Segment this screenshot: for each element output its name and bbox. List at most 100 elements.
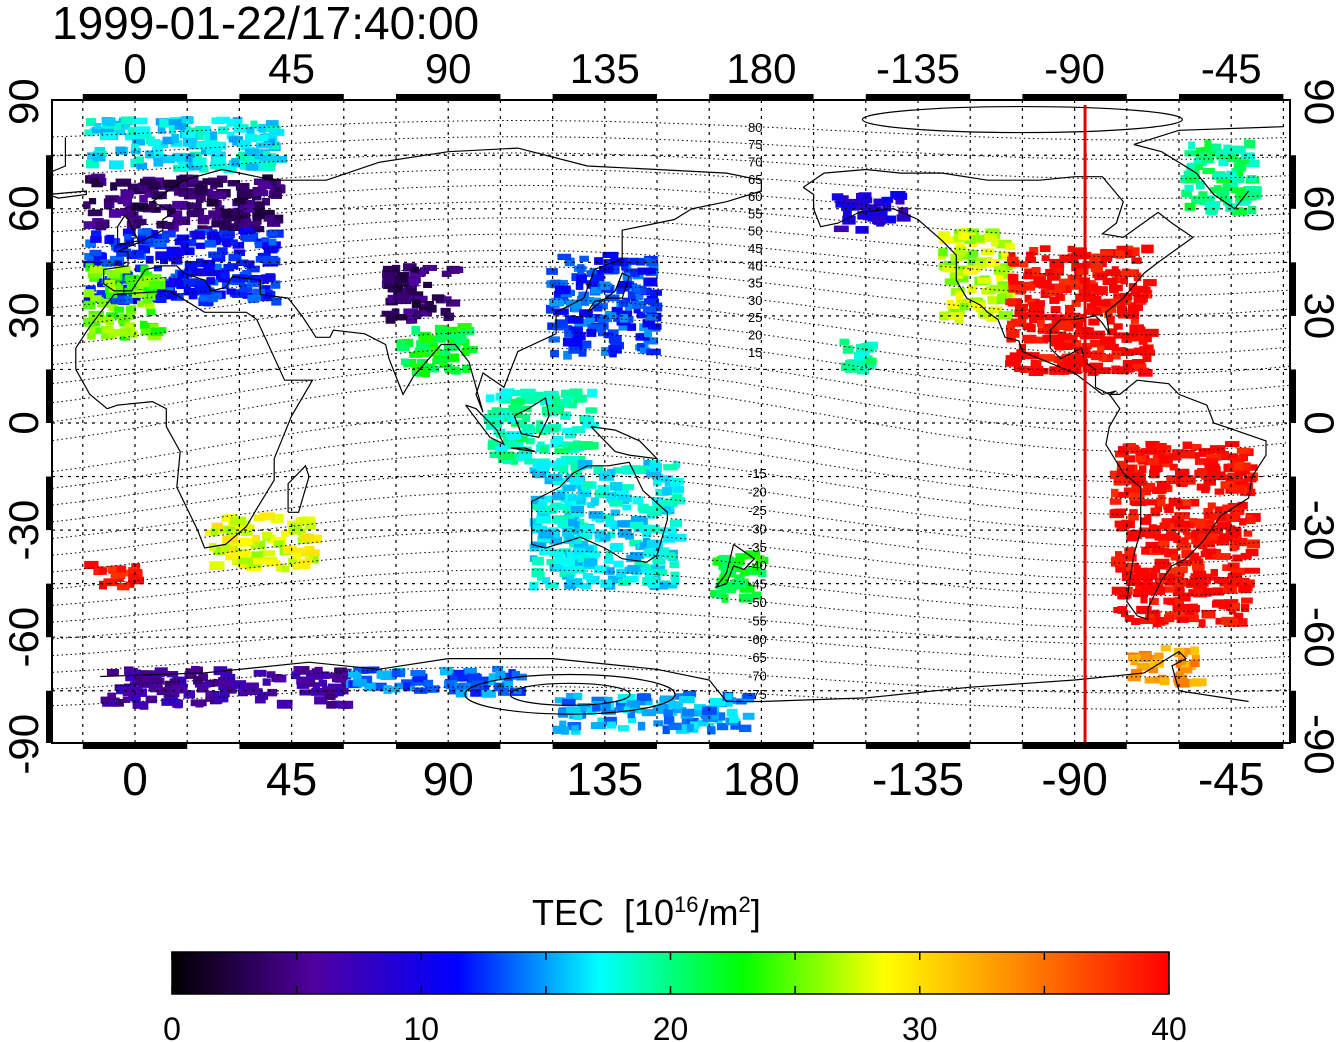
tec-cell	[211, 263, 222, 270]
tec-cell	[1163, 614, 1175, 623]
tec-cell	[618, 280, 632, 289]
magnetic-latitude-contour	[52, 152, 1290, 180]
tec-cell	[188, 141, 204, 150]
tec-cell	[1228, 484, 1245, 493]
tec-cell	[193, 675, 204, 685]
tec-cell	[1172, 588, 1185, 597]
tec-cell	[1125, 249, 1135, 258]
tec-cell	[441, 270, 452, 277]
tec-cell	[554, 556, 570, 565]
tec-cell	[1166, 530, 1176, 540]
latitude-tick-label: 30	[1296, 293, 1340, 340]
tec-cell	[113, 306, 125, 313]
tec-cell	[540, 445, 549, 454]
tec-cell	[643, 459, 652, 468]
tec-cell	[178, 161, 195, 171]
coastline	[1105, 379, 1267, 621]
tec-cell	[1132, 363, 1147, 372]
tec-cell	[107, 565, 117, 573]
tec-cell	[1203, 508, 1214, 516]
tec-cell	[560, 515, 574, 524]
tec-cell	[499, 388, 515, 396]
tec-cell	[1223, 586, 1237, 594]
tec-cell	[733, 574, 745, 581]
tec-cell	[1148, 666, 1159, 674]
tec-cell	[587, 324, 604, 333]
latitude-tick-label: 30	[0, 293, 47, 340]
tec-cell	[340, 682, 349, 691]
tec-cell	[163, 221, 175, 229]
longitude-tick-label: 0	[123, 45, 146, 92]
axis-bar	[1179, 743, 1284, 749]
tec-cell	[120, 123, 131, 130]
tec-cell	[1123, 487, 1138, 496]
tec-cell	[1222, 504, 1237, 513]
tec-cell	[325, 693, 336, 700]
tec-cell	[1155, 443, 1167, 451]
tec-cell	[206, 277, 216, 285]
tec-cell	[247, 688, 263, 696]
tec-cell	[135, 218, 147, 226]
tec-cell	[470, 688, 485, 697]
tec-cell	[1109, 284, 1119, 294]
tec-cell	[487, 441, 496, 450]
tec-cell	[127, 183, 139, 190]
tec-cell	[1243, 530, 1253, 537]
tec-cell	[1235, 191, 1246, 201]
magnetic-latitude-label: 70	[748, 155, 762, 170]
tec-cell	[1131, 475, 1142, 485]
tec-cell	[629, 539, 642, 547]
tec-cell	[145, 695, 158, 704]
tec-cell	[545, 304, 555, 314]
tec-cell	[579, 530, 593, 540]
tec-cell	[857, 201, 866, 210]
tec-cell	[649, 463, 663, 472]
tec-cell	[944, 278, 960, 286]
tec-cell	[1139, 349, 1155, 356]
tec-cell	[653, 720, 664, 727]
tec-cell	[1005, 298, 1017, 306]
tec-cell	[165, 284, 174, 293]
tec-cell	[1049, 366, 1066, 375]
tec-cell	[566, 551, 582, 559]
tec-cell	[619, 314, 628, 323]
tec-cell	[126, 220, 137, 230]
tec-cell	[140, 265, 149, 273]
tec-cell	[1136, 581, 1147, 588]
tec-cell	[1044, 314, 1058, 321]
tec-cell	[237, 203, 251, 211]
tec-cell	[106, 669, 119, 676]
tec-cell	[161, 234, 170, 243]
tec-cell	[131, 676, 143, 685]
tec-cell	[111, 565, 127, 574]
tec-cell	[195, 194, 206, 202]
tec-cell	[955, 291, 963, 301]
tec-cell	[1029, 336, 1046, 344]
tec-cell	[226, 131, 235, 140]
tec-cell	[1218, 450, 1230, 459]
tec-cell	[1245, 516, 1256, 525]
tec-cell	[534, 468, 543, 478]
tec-cell	[226, 288, 236, 295]
tec-cell	[665, 582, 678, 589]
tec-cell	[239, 283, 253, 293]
tec-cell	[101, 331, 114, 340]
tec-cell	[615, 700, 627, 709]
tec-cell	[1049, 296, 1060, 304]
tec-cell	[204, 240, 216, 248]
tec-cell	[132, 221, 141, 229]
lat-lon-grid	[52, 100, 1290, 743]
tec-cell	[1029, 246, 1039, 256]
tec-cell	[1067, 245, 1075, 253]
tec-cell	[1240, 152, 1255, 160]
tec-cell	[1133, 272, 1142, 282]
tec-cell	[1204, 139, 1212, 148]
magnetic-latitude-contour	[52, 120, 1290, 141]
tec-cell	[180, 247, 195, 256]
tec-cell	[165, 280, 176, 288]
tec-cell	[1057, 331, 1067, 339]
tec-cell	[739, 724, 752, 733]
tec-cell	[627, 564, 641, 572]
tec-cell	[959, 303, 969, 311]
tec-cell	[1180, 537, 1189, 545]
